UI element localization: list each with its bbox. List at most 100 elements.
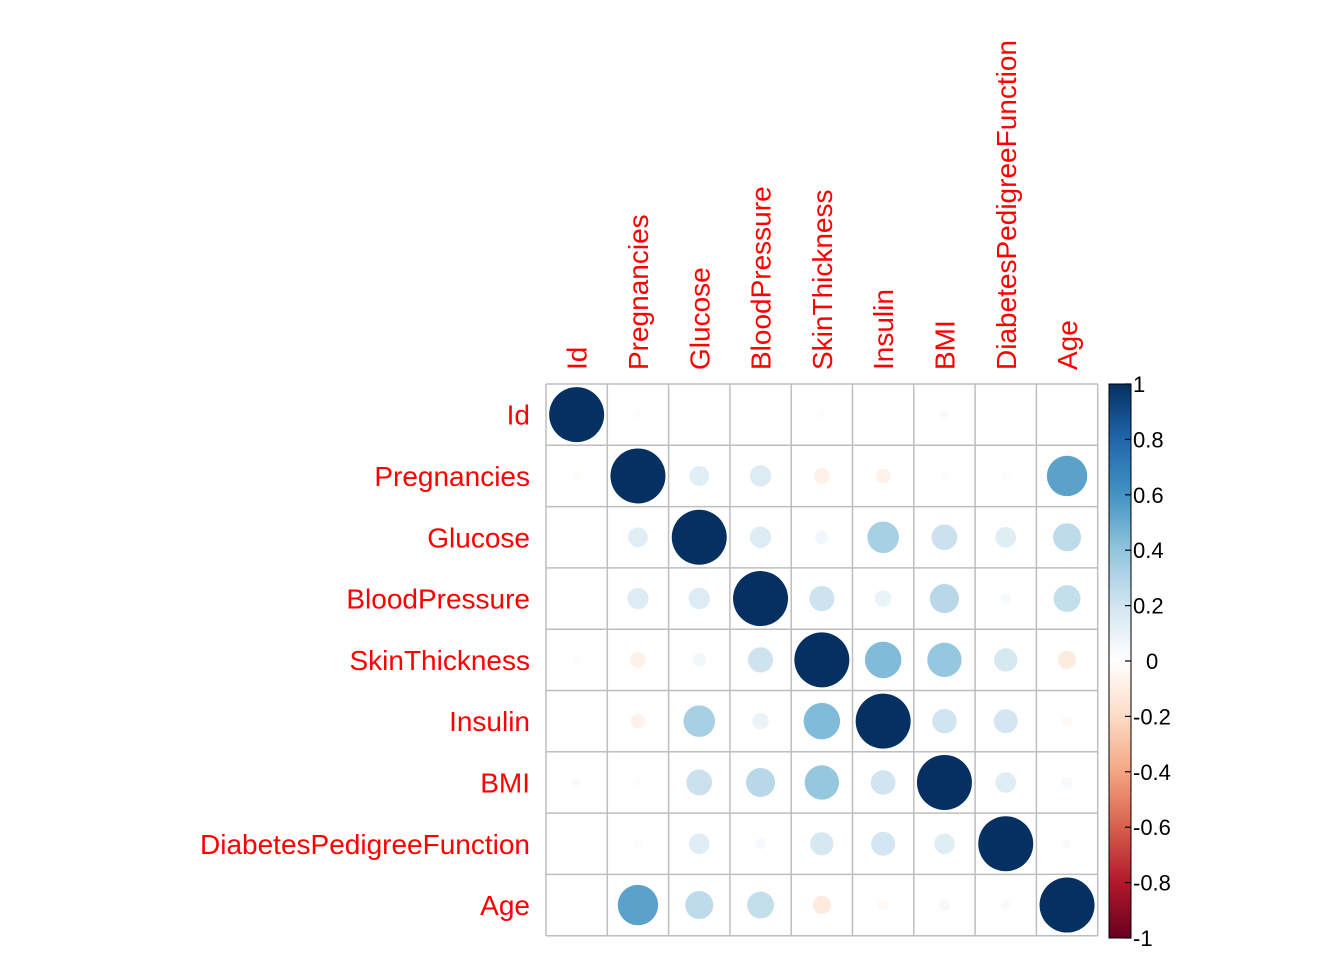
corr-circle-glucose-bmi (931, 524, 958, 551)
corr-circle-glucose-glucose (671, 509, 727, 565)
corr-circle-diabetespedigreefunction-age (1062, 838, 1072, 849)
corr-circle-skinthickness-id (572, 655, 581, 664)
row-label-bloodpressure: BloodPressure (346, 584, 530, 615)
row-label-age: Age (480, 890, 530, 921)
corr-circle-bmi-bloodpressure (745, 767, 776, 798)
corr-circle-skinthickness-diabetespedigreefunction (994, 648, 1018, 672)
corr-circle-glucose-age (1053, 523, 1082, 552)
corr-circle-skinthickness-age (1057, 650, 1077, 669)
legend-tick-label: 0.8 (1133, 427, 1164, 452)
corr-circle-skinthickness-pregnancies (630, 652, 646, 668)
corr-circle-pregnancies-id (572, 472, 581, 480)
corr-circle-insulin-diabetespedigreefunction (993, 709, 1018, 734)
corr-circle-age-bloodpressure (747, 891, 775, 919)
corr-circle-skinthickness-insulin (864, 641, 902, 679)
corr-circle-id-skinthickness (817, 410, 826, 419)
column-label-bloodpressure: BloodPressure (746, 186, 777, 370)
legend-tick-label: 0.4 (1133, 538, 1164, 563)
corr-circle-age-skinthickness (812, 895, 831, 915)
corr-circle-bmi-id (571, 777, 582, 788)
corr-circle-pregnancies-bloodpressure (749, 465, 772, 487)
corr-circle-diabetespedigreefunction-bloodpressure (755, 838, 767, 850)
column-label-diabetespedigreefunction: DiabetesPedigreeFunction (991, 40, 1022, 370)
row-label-id: Id (507, 400, 530, 431)
corr-circle-insulin-pregnancies (630, 713, 646, 729)
corr-circle-id-id (549, 387, 605, 443)
corr-circle-insulin-skinthickness (803, 702, 841, 740)
corr-circle-age-pregnancies (617, 884, 659, 926)
corr-circle-age-insulin (877, 899, 889, 911)
legend-tick-label: 0.2 (1133, 594, 1164, 619)
corr-circle-bloodpressure-insulin (874, 590, 892, 607)
corr-circle-bmi-skinthickness (804, 765, 840, 800)
column-label-bmi: BMI (929, 320, 960, 370)
legend-tick-label: -1 (1133, 926, 1153, 951)
corr-circle-diabetespedigreefunction-pregnancies (634, 839, 642, 848)
corr-circle-bloodpressure-bloodpressure (733, 571, 789, 627)
corr-circle-glucose-skinthickness (815, 530, 829, 544)
corr-circle-bloodpressure-age (1053, 585, 1081, 613)
column-label-skinthickness: SkinThickness (807, 189, 838, 370)
corr-circle-pregnancies-pregnancies (610, 448, 666, 504)
corr-circle-insulin-age (1061, 715, 1073, 727)
corr-circle-age-age (1039, 877, 1095, 933)
legend-tick-label: 0.6 (1133, 483, 1164, 508)
corr-circle-glucose-id (573, 534, 580, 540)
corr-circle-skinthickness-skinthickness (794, 632, 850, 688)
row-label-bmi: BMI (480, 767, 530, 798)
column-label-age: Age (1052, 320, 1083, 370)
corr-circle-diabetespedigreefunction-insulin (871, 831, 896, 856)
corr-circle-bloodpressure-glucose (688, 587, 710, 610)
corr-circle-age-bmi (938, 899, 950, 911)
legend-tick-label: -0.8 (1133, 871, 1171, 896)
corr-circle-skinthickness-bmi (927, 642, 962, 678)
corr-circle-pregnancies-diabetespedigreefunction (1001, 472, 1010, 480)
corr-circle-insulin-glucose (683, 705, 716, 737)
corr-circle-bmi-insulin (870, 770, 896, 795)
column-label-pregnancies: Pregnancies (623, 214, 654, 370)
legend-tick-label: -0.2 (1133, 704, 1171, 729)
row-label-glucose: Glucose (427, 522, 530, 553)
corr-circle-bloodpressure-skinthickness (809, 585, 835, 612)
corr-circle-pregnancies-insulin (875, 468, 891, 484)
legend-tick-label: 0 (1146, 649, 1158, 674)
corr-circle-insulin-bloodpressure (752, 712, 769, 730)
corr-circle-skinthickness-bloodpressure (747, 647, 774, 673)
correlation-circles (549, 387, 1095, 933)
corr-circle-glucose-pregnancies (628, 527, 648, 548)
corr-circle-diabetespedigreefunction-glucose (688, 833, 710, 855)
row-label-pregnancies: Pregnancies (374, 461, 530, 492)
corr-circle-id-pregnancies (634, 410, 642, 419)
corr-circle-diabetespedigreefunction-bmi (934, 833, 955, 855)
corr-circle-pregnancies-glucose (689, 466, 710, 486)
corr-circle-bloodpressure-diabetespedigreefunction (1000, 593, 1012, 605)
legend-tick-label: -0.6 (1133, 815, 1171, 840)
corr-circle-diabetespedigreefunction-diabetespedigreefunction (978, 816, 1034, 872)
row-label-diabetespedigreefunction: DiabetesPedigreeFunction (200, 829, 530, 860)
corr-circle-bmi-pregnancies (634, 778, 642, 787)
column-label-id: Id (562, 347, 593, 370)
corr-circle-age-glucose (685, 891, 714, 920)
corr-circle-insulin-insulin (855, 693, 911, 749)
corr-circle-bmi-diabetespedigreefunction (995, 772, 1017, 793)
corr-circle-glucose-insulin (867, 521, 899, 554)
corr-circle-bmi-glucose (686, 769, 713, 796)
corr-circle-skinthickness-glucose (692, 653, 706, 667)
corr-circle-bmi-bmi (916, 754, 972, 810)
corr-circle-glucose-bloodpressure (749, 526, 772, 548)
corr-circle-diabetespedigreefunction-skinthickness (810, 832, 834, 856)
corr-circle-insulin-bmi (932, 708, 957, 734)
grid (545, 383, 1099, 937)
legend-tick-label: 1 (1133, 372, 1145, 397)
corr-circle-pregnancies-skinthickness (814, 468, 830, 484)
corr-circle-bloodpressure-bmi (929, 583, 960, 614)
row-labels: Id Pregnancies Glucose BloodPressure SkinThi… (200, 400, 530, 921)
corr-circle-pregnancies-bmi (940, 472, 949, 480)
legend-tick-label: -0.4 (1133, 760, 1171, 785)
corr-circle-id-glucose (696, 411, 702, 418)
column-label-insulin: Insulin (868, 289, 899, 370)
color-legend: 1 0.8 0.6 0.4 0.2 0 -0.2 -0.4 -0.6 -0.8 -1 (1108, 372, 1171, 951)
corr-circle-age-diabetespedigreefunction (1000, 900, 1011, 910)
corr-circle-bloodpressure-pregnancies (627, 587, 649, 610)
